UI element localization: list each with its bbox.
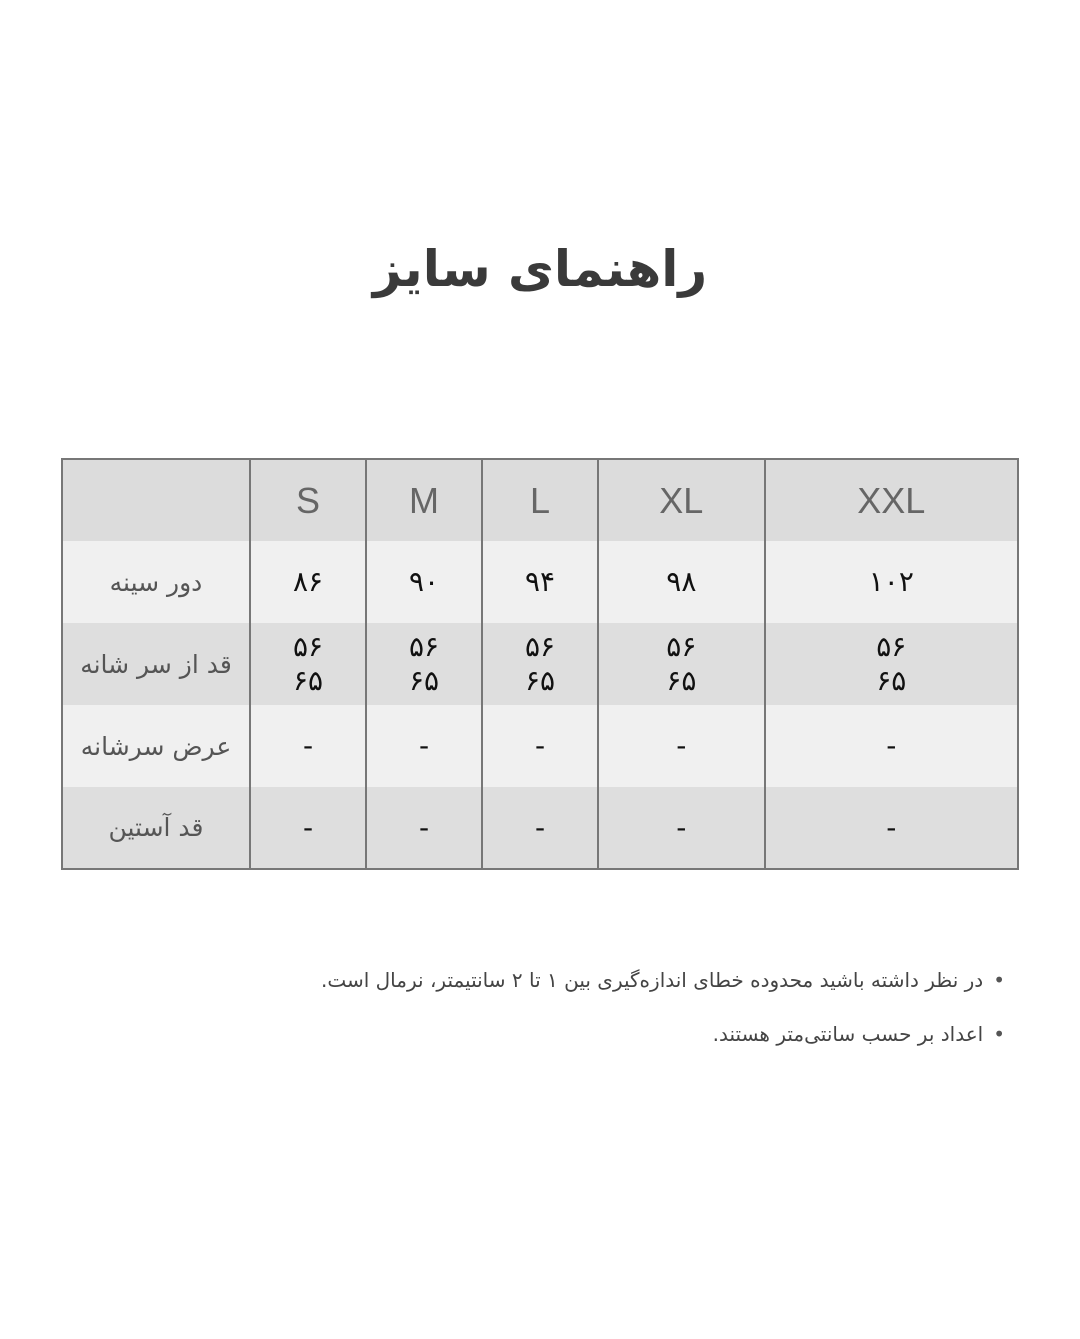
row-label: دور سینه bbox=[61, 541, 251, 623]
table-row: عرض سرشانه - - - - - bbox=[61, 705, 1020, 787]
size-table: S M L XL XXL دور سینه ۸۶ ۹۰ ۹۴ ۹۸ ۱۰۲ قد از سر شانه… bbox=[61, 458, 1020, 870]
note-item: در نظر داشته باشید محدوده خطای اندازه‌گی… bbox=[321, 968, 1005, 992]
value-cell: - bbox=[763, 705, 1020, 787]
value-cell: ۸۶ bbox=[248, 541, 368, 623]
note-item: اعداد بر حسب سانتی‌متر هستند. bbox=[321, 1022, 1005, 1046]
value-cell: ۵۶ ۶۵ bbox=[365, 623, 484, 705]
row-label: عرض سرشانه bbox=[61, 705, 251, 787]
value-cell: - bbox=[248, 787, 368, 870]
value-cell: ۹۰ bbox=[365, 541, 484, 623]
value-cell: - bbox=[365, 705, 484, 787]
size-header-xl: XL bbox=[597, 458, 766, 541]
table-row: قد آستین - - - - - bbox=[61, 787, 1020, 870]
table-row: قد از سر شانه ۵۶ ۶۵ ۵۶ ۶۵ ۵۶ ۶۵ ۵۶ ۶۵ ۵۶ ۶۵ bbox=[61, 623, 1020, 705]
header-row: S M L XL XXL bbox=[61, 458, 1020, 541]
corner-cell bbox=[61, 458, 251, 541]
page-title: راهنمای سایز bbox=[372, 240, 708, 298]
value-cell: ۵۶ ۶۵ bbox=[763, 623, 1020, 705]
value-cell: - bbox=[481, 787, 600, 870]
value-cell: - bbox=[763, 787, 1020, 870]
table-row: دور سینه ۸۶ ۹۰ ۹۴ ۹۸ ۱۰۲ bbox=[61, 541, 1020, 623]
value-cell: - bbox=[481, 705, 600, 787]
value-cell: ۵۶ ۶۵ bbox=[597, 623, 766, 705]
value-cell: ۹۸ bbox=[597, 541, 766, 623]
value-cell: ۱۰۲ bbox=[763, 541, 1020, 623]
value-cell: ۵۶ ۶۵ bbox=[248, 623, 368, 705]
value-cell: - bbox=[597, 705, 766, 787]
value-cell: - bbox=[248, 705, 368, 787]
size-header-s: S bbox=[248, 458, 368, 541]
value-cell: - bbox=[365, 787, 484, 870]
size-header-l: L bbox=[481, 458, 600, 541]
value-cell: ۵۶ ۶۵ bbox=[481, 623, 600, 705]
notes-list: در نظر داشته باشید محدوده خطای اندازه‌گی… bbox=[321, 968, 1005, 1076]
value-cell: ۹۴ bbox=[481, 541, 600, 623]
size-header-xxl: XXL bbox=[763, 458, 1020, 541]
value-cell: - bbox=[597, 787, 766, 870]
size-header-m: M bbox=[365, 458, 484, 541]
row-label: قد از سر شانه bbox=[61, 623, 251, 705]
row-label: قد آستین bbox=[61, 787, 251, 870]
